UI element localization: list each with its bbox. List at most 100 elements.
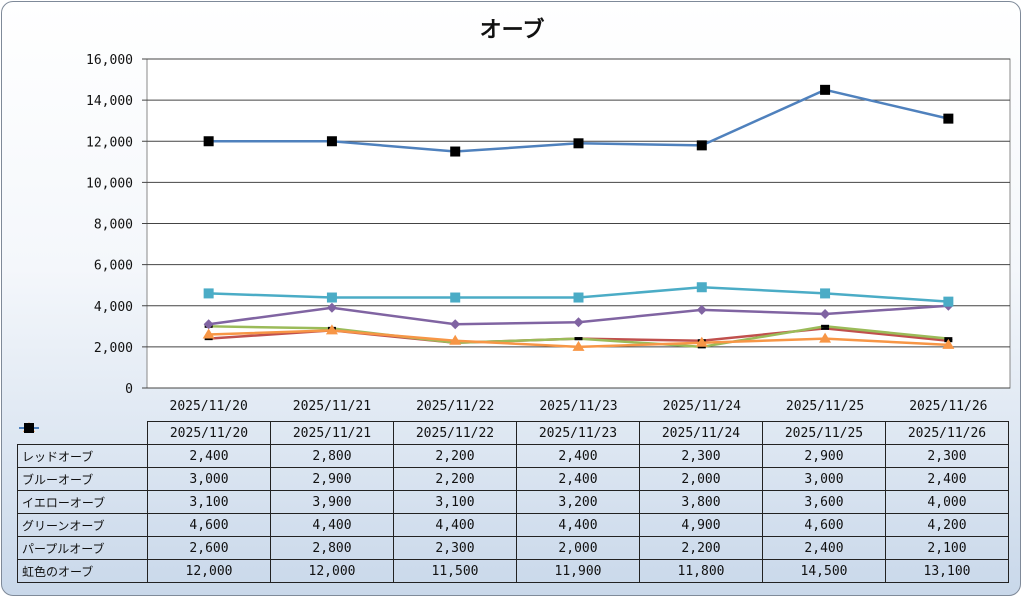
legend-entry: 虹色のオーブ bbox=[17, 422, 148, 583]
data-point bbox=[944, 337, 953, 341]
data-point bbox=[204, 337, 213, 341]
table-row: ブルーオーブ 3,000 2,900 2,200 2,400 2,000 3,000 2,40… bbox=[17, 426, 1009, 491]
data-point bbox=[326, 136, 337, 147]
data-point bbox=[573, 317, 584, 328]
legend-entry: グリーンオーブ bbox=[17, 422, 148, 537]
data-point bbox=[203, 136, 214, 147]
table-cell: 3,800 bbox=[639, 490, 763, 514]
x-tick-label: 2025/11/24 bbox=[663, 399, 741, 414]
series-name: グリーンオーブ bbox=[22, 518, 105, 533]
legend-entry: パープルオーブ bbox=[17, 421, 148, 560]
table-cell: 14,500 bbox=[762, 559, 886, 583]
table-cell: 13,100 bbox=[885, 559, 1009, 583]
series-name: 虹色のオーブ bbox=[22, 564, 94, 579]
x-tick-label: 2025/11/23 bbox=[539, 399, 617, 414]
table-column-header: 2025/11/21 bbox=[270, 421, 394, 445]
table-cell: 12,000 bbox=[147, 559, 271, 583]
data-point bbox=[695, 336, 708, 347]
table-cell: 2,100 bbox=[885, 536, 1009, 560]
table-cell: 2,200 bbox=[393, 444, 517, 468]
table-cell: 2,300 bbox=[639, 444, 763, 468]
table-cell: 3,000 bbox=[762, 467, 886, 491]
table-cell: 2,000 bbox=[639, 467, 763, 491]
table-row: 虹色のオーブ 12,000 12,000 11,500 11,900 11,800 14,5… bbox=[17, 422, 1009, 583]
table-cell: 2,300 bbox=[885, 444, 1009, 468]
data-point bbox=[821, 324, 830, 328]
table-column-header: 2025/11/24 bbox=[639, 421, 763, 445]
legend-entry: ブルーオーブ bbox=[17, 426, 148, 491]
data-point bbox=[819, 332, 832, 343]
x-tick-label: 2025/11/22 bbox=[416, 399, 494, 414]
table-cell: 11,900 bbox=[516, 559, 640, 583]
table-cell: 12,000 bbox=[270, 559, 394, 583]
series-name: イエローオーブ bbox=[22, 495, 106, 510]
data-point bbox=[696, 140, 707, 151]
table-cell: 2,400 bbox=[762, 536, 886, 560]
data-point bbox=[326, 292, 337, 303]
table-header-row: 2025/11/20 2025/11/21 2025/11/22 2025/11/23… bbox=[17, 421, 1009, 445]
data-point bbox=[573, 292, 584, 303]
series-name: レッドオーブ bbox=[22, 449, 94, 464]
table-column-header: 2025/11/26 bbox=[885, 421, 1009, 445]
table-cell: 4,400 bbox=[393, 513, 517, 537]
data-point bbox=[697, 345, 706, 349]
table-cell: 2,400 bbox=[885, 467, 1009, 491]
legend-entry: レッドオーブ bbox=[17, 426, 148, 468]
data-point bbox=[450, 319, 461, 330]
table-cell: 2,600 bbox=[147, 536, 271, 560]
x-tick-label: 2025/11/25 bbox=[786, 399, 864, 414]
table-cell: 3,200 bbox=[516, 490, 640, 514]
table-cell: 2,200 bbox=[639, 536, 763, 560]
table-cell: 2,200 bbox=[393, 467, 517, 491]
data-point bbox=[450, 292, 461, 303]
table-cell: 4,900 bbox=[639, 513, 763, 537]
table-cell: 3,600 bbox=[762, 490, 886, 514]
y-tick-label: 14,000 bbox=[86, 94, 133, 109]
y-tick-label: 0 bbox=[125, 382, 133, 397]
data-table: 2025/11/20 2025/11/21 2025/11/22 2025/11/23… bbox=[17, 421, 1009, 583]
table-cell: 2,800 bbox=[270, 536, 394, 560]
table-cell: 4,400 bbox=[516, 513, 640, 537]
table-cell: 4,600 bbox=[762, 513, 886, 537]
x-tick-label: 2025/11/20 bbox=[170, 399, 248, 414]
data-point bbox=[203, 288, 214, 299]
data-point bbox=[573, 138, 584, 149]
table-cell: 2,400 bbox=[516, 467, 640, 491]
x-tick-label: 2025/11/21 bbox=[293, 399, 371, 414]
data-point bbox=[202, 328, 215, 339]
table-column-header: 2025/11/25 bbox=[762, 421, 886, 445]
data-point bbox=[23, 422, 34, 433]
data-point bbox=[821, 326, 830, 330]
table-cell: 2,000 bbox=[516, 536, 640, 560]
series-name: ブルーオーブ bbox=[22, 472, 94, 487]
table-row: レッドオーブ 2,400 2,800 2,200 2,400 2,300 2,900 2,30… bbox=[17, 426, 1009, 468]
data-point bbox=[326, 302, 337, 313]
data-point bbox=[820, 308, 831, 319]
table-cell: 2,300 bbox=[393, 536, 517, 560]
table-cell: 3,000 bbox=[147, 467, 271, 491]
table-row: パープルオーブ 2,600 2,800 2,300 2,000 2,200 2,400 2,1… bbox=[17, 421, 1009, 560]
table-cell: 3,100 bbox=[393, 490, 517, 514]
table-cell: 3,100 bbox=[147, 490, 271, 514]
table-cell: 4,400 bbox=[270, 513, 394, 537]
table-column-header: 2025/11/22 bbox=[393, 421, 517, 445]
table-cell: 2,400 bbox=[147, 444, 271, 468]
table-cell: 4,200 bbox=[885, 513, 1009, 537]
table-column-header: 2025/11/20 bbox=[147, 421, 271, 445]
table-cell: 2,400 bbox=[516, 444, 640, 468]
table-row: イエローオーブ 3,100 3,900 3,100 3,200 3,800 3,600 4,0… bbox=[17, 422, 1009, 514]
y-tick-label: 8,000 bbox=[94, 218, 133, 233]
y-tick-label: 12,000 bbox=[86, 135, 133, 150]
data-point bbox=[820, 288, 831, 299]
data-point bbox=[943, 113, 954, 124]
series-name: パープルオーブ bbox=[22, 541, 105, 556]
y-tick-label: 6,000 bbox=[94, 259, 133, 274]
data-point bbox=[572, 340, 585, 351]
y-tick-label: 4,000 bbox=[94, 300, 133, 315]
table-cell: 2,800 bbox=[270, 444, 394, 468]
table-row: グリーンオーブ 4,600 4,400 4,400 4,400 4,900 4,600 4,2… bbox=[17, 422, 1009, 537]
table-cell: 4,600 bbox=[147, 513, 271, 537]
table-cell: 2,900 bbox=[762, 444, 886, 468]
table-cell: 11,800 bbox=[639, 559, 763, 583]
